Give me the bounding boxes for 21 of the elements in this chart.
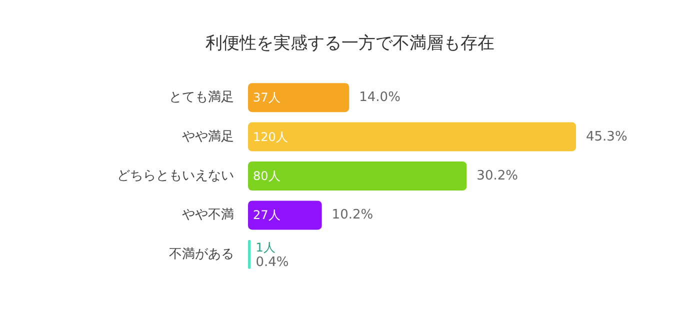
data-label: 120人 <box>253 130 288 144</box>
bar <box>248 240 251 269</box>
bar <box>248 122 576 152</box>
y-tick-label: どちらともいえない <box>117 168 234 184</box>
bar <box>248 200 322 230</box>
data-label: 80人 <box>253 169 280 183</box>
data-label: 1人 <box>256 240 276 254</box>
bar <box>248 83 350 112</box>
y-tick-label: 不満がある <box>169 246 234 262</box>
annotation: 10.2% <box>332 208 374 223</box>
annotation: 45.3% <box>586 129 628 144</box>
chart-title: 利便性を実感する一方で不満層も存在 <box>206 34 494 54</box>
y-tick-label: とても満足 <box>169 90 234 106</box>
data-label: 27人 <box>253 208 280 222</box>
y-tick-label: やや満足 <box>182 129 234 144</box>
annotation: 30.2% <box>476 168 518 184</box>
y-tick-label: やや不満 <box>182 208 234 223</box>
data-label: 37人 <box>253 90 280 105</box>
annotation: 14.0% <box>359 90 400 106</box>
bar <box>248 162 467 190</box>
annotation: 0.4% <box>256 254 289 270</box>
